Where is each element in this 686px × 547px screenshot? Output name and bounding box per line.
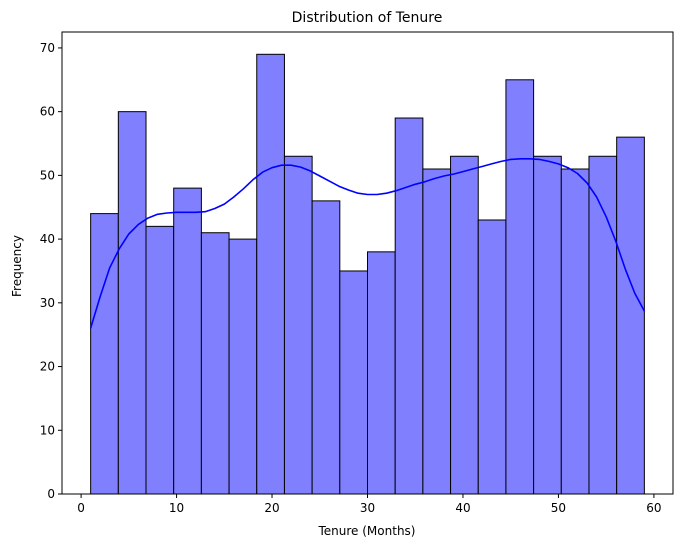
histogram-bar — [256, 53, 285, 495]
histogram-bar — [367, 251, 396, 495]
y-axis-label: Frequency — [10, 235, 24, 297]
histogram-bar — [145, 225, 175, 495]
histogram-bar — [533, 155, 562, 495]
y-tick-label: 20 — [40, 360, 55, 374]
x-tick-label: 10 — [169, 501, 184, 515]
kde-line — [89, 158, 646, 329]
histogram-bar — [200, 232, 230, 495]
histogram-bar — [422, 168, 452, 495]
y-tick-label: 10 — [40, 423, 55, 437]
plot-area — [89, 53, 646, 495]
y-tick-label: 0 — [47, 487, 55, 501]
y-tick-label: 60 — [40, 105, 55, 119]
y-tick-label: 40 — [40, 232, 55, 246]
histogram-bar — [228, 238, 258, 495]
histogram-bar — [90, 213, 119, 495]
y-tick-label: 30 — [40, 296, 55, 310]
histogram-bar — [588, 155, 618, 495]
x-tick-label: 20 — [264, 501, 279, 515]
histogram-bar — [477, 219, 507, 495]
histogram-bar — [560, 168, 590, 495]
x-axis-label: Tenure (Months) — [318, 524, 416, 538]
histogram-bar — [283, 155, 313, 495]
histogram-bar — [450, 155, 479, 495]
x-tick-label: 50 — [551, 501, 566, 515]
y-tick-label: 50 — [40, 168, 55, 182]
x-tick-label: 30 — [360, 501, 375, 515]
histogram-bar — [311, 200, 341, 495]
histogram-bar — [173, 187, 202, 495]
x-tick-label: 60 — [646, 501, 661, 515]
histogram-bar — [616, 136, 645, 495]
chart-title: Distribution of Tenure — [292, 10, 443, 26]
histogram-bar — [339, 270, 368, 495]
histogram-bar — [394, 117, 424, 495]
x-tick-label: 40 — [455, 501, 470, 515]
y-tick-label: 70 — [40, 41, 55, 55]
x-tick-label: 0 — [77, 501, 85, 515]
histogram-bar — [505, 79, 535, 495]
histogram-bar — [117, 111, 147, 495]
